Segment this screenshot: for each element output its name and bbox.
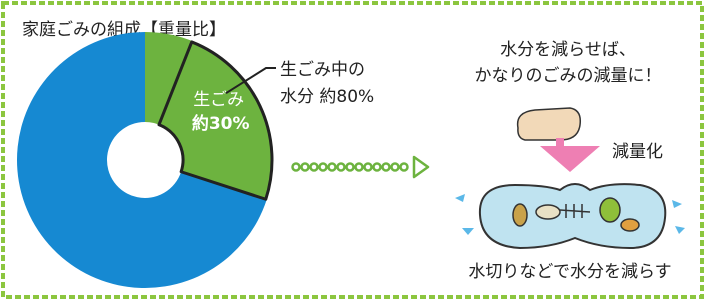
- annotation: 生ごみ中の: [280, 60, 365, 80]
- arrow-label: 減量化: [612, 142, 663, 162]
- message: かなりのごみの減量に！: [475, 66, 662, 86]
- value-label: 約30%: [192, 113, 250, 134]
- chart: 家庭ごみの組成【重量比】 生ごみ約30%生ごみ中の水分 約80%水分を減らせば、…: [0, 0, 705, 300]
- foot-icon: [518, 108, 581, 140]
- message: 水分を減らせば、: [500, 40, 636, 60]
- page: 家庭ごみの組成【重量比】 生ごみ約30%生ごみ中の水分 約80%水分を減らせば、…: [0, 0, 705, 304]
- annotation: 水分 約80%: [280, 87, 374, 107]
- bag-icon: [480, 184, 665, 248]
- caption: 水切りなどで水分を減らす: [468, 262, 671, 282]
- segment-label: 生ごみ: [193, 90, 244, 110]
